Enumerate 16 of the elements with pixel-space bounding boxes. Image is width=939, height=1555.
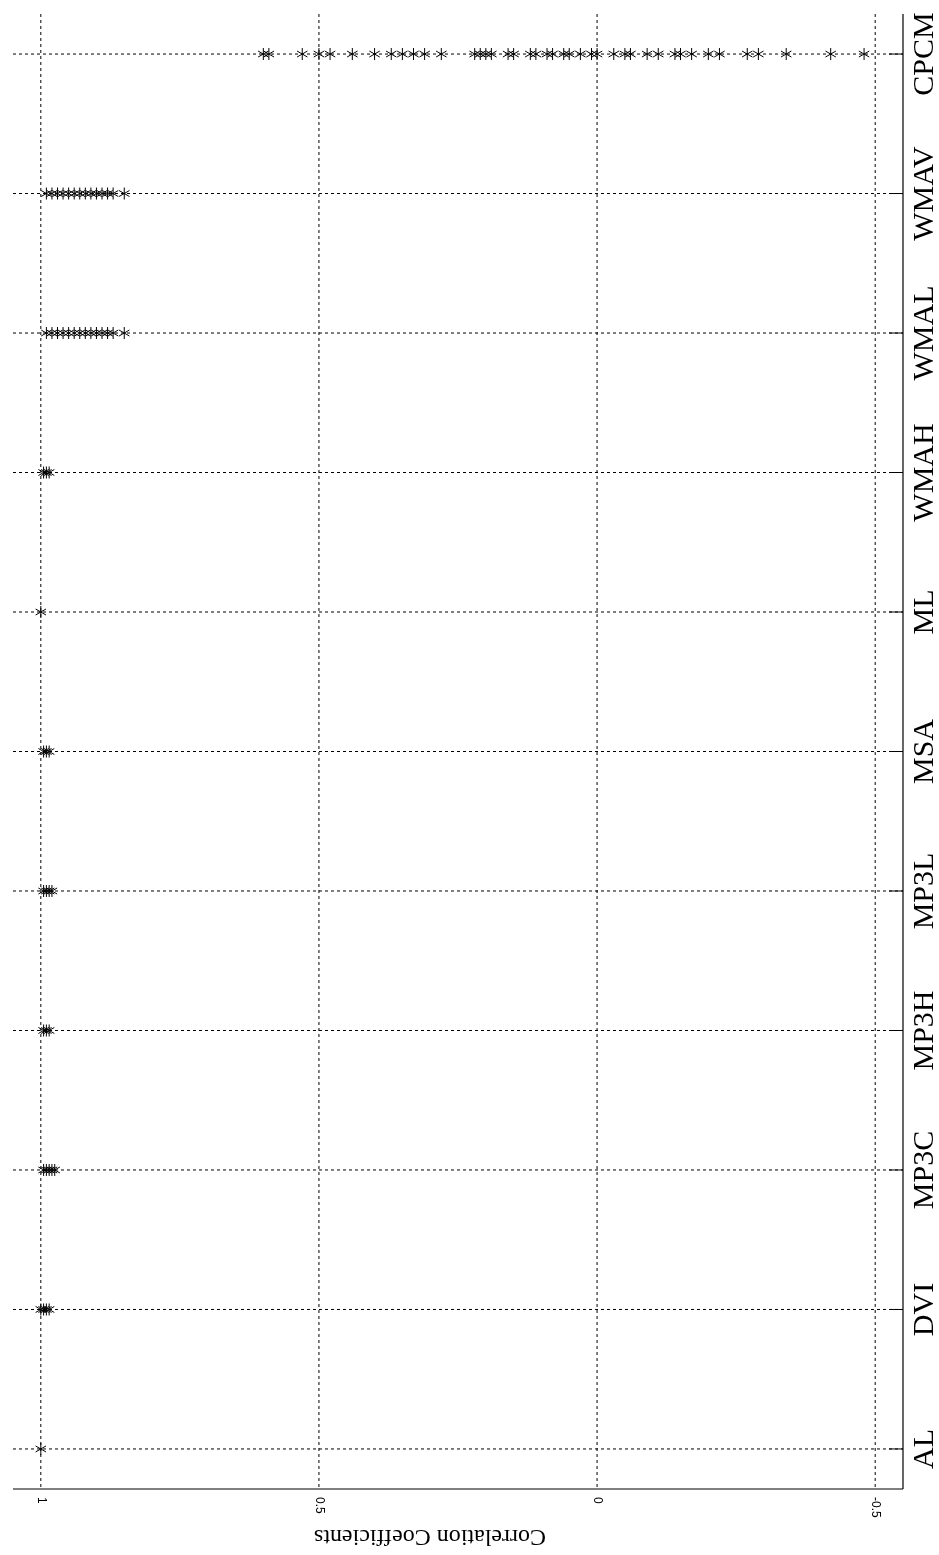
y-tick-label: MSA — [905, 718, 939, 785]
y-tick-label: AL — [905, 1428, 939, 1469]
y-tick-label: CPCM — [905, 12, 939, 96]
x-tick-label: 0.5 — [312, 1497, 327, 1515]
x-tick-label: -0.5 — [869, 1497, 884, 1518]
y-tick-label: DVI — [905, 1282, 939, 1337]
y-tick-label: MP3C — [905, 1130, 939, 1210]
y-tick-label: WMAV — [905, 145, 939, 241]
y-tick-label: WMAH — [905, 423, 939, 522]
x-tick-label: 1 — [34, 1497, 49, 1504]
y-tick-label: MP3L — [905, 852, 939, 930]
y-tick-label: MP3H — [905, 990, 939, 1071]
x-tick-label: 0 — [590, 1497, 605, 1504]
y-tick-label: ML — [905, 589, 939, 635]
x-axis-title: Correlation Coefficients — [313, 1524, 547, 1551]
y-tick-label: WMAL — [905, 285, 939, 381]
